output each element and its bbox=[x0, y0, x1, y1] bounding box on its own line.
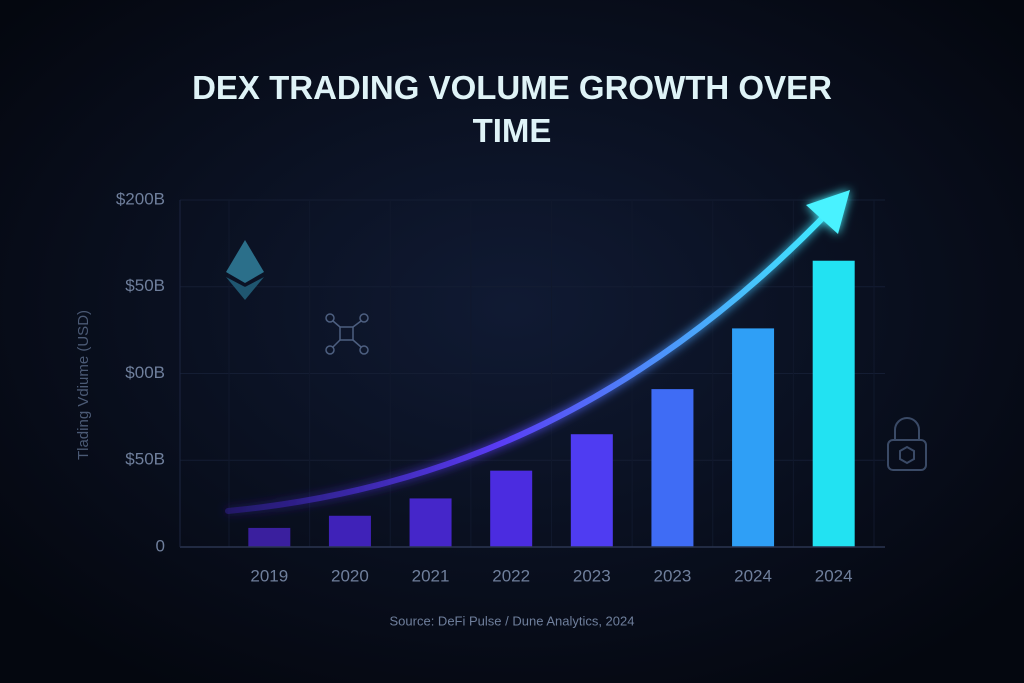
x-tick-label: 2023 bbox=[573, 566, 611, 585]
bar bbox=[651, 389, 694, 547]
source-note: Source: DeFi Pulse / Dune Analytics, 202… bbox=[390, 613, 635, 628]
lock-icon bbox=[887, 417, 927, 471]
x-tick-label: 2022 bbox=[492, 566, 530, 585]
x-tick-label: 2020 bbox=[331, 566, 369, 585]
bar bbox=[328, 515, 371, 547]
y-tick-label: 0 bbox=[156, 536, 165, 555]
bar bbox=[732, 328, 775, 547]
y-tick-label: $00B bbox=[125, 363, 165, 382]
y-tick-label: $50B bbox=[125, 450, 165, 469]
chart-title: DEX TRADING VOLUME GROWTH OVER TIME bbox=[192, 69, 832, 149]
x-tick-label: 2023 bbox=[654, 566, 692, 585]
bars bbox=[248, 260, 855, 547]
y-tick-label: $50B bbox=[125, 276, 165, 295]
x-tick-label: 2024 bbox=[815, 566, 853, 585]
trend-arrowhead bbox=[806, 190, 850, 234]
y-tick-label: $200B bbox=[116, 189, 165, 208]
ethereum-icon bbox=[226, 240, 264, 300]
grid bbox=[180, 199, 885, 548]
bar bbox=[409, 498, 452, 547]
network-icon bbox=[325, 313, 369, 355]
x-tick-label: 2021 bbox=[412, 566, 450, 585]
bar bbox=[248, 527, 291, 547]
trend-curve bbox=[225, 202, 838, 514]
bar bbox=[570, 434, 613, 547]
x-tick-label: 2019 bbox=[250, 566, 288, 585]
x-tick-label: 2024 bbox=[734, 566, 772, 585]
y-axis-label: Tlading Vdiume (USD) bbox=[75, 310, 92, 460]
bar bbox=[490, 470, 533, 547]
bar bbox=[812, 260, 855, 547]
